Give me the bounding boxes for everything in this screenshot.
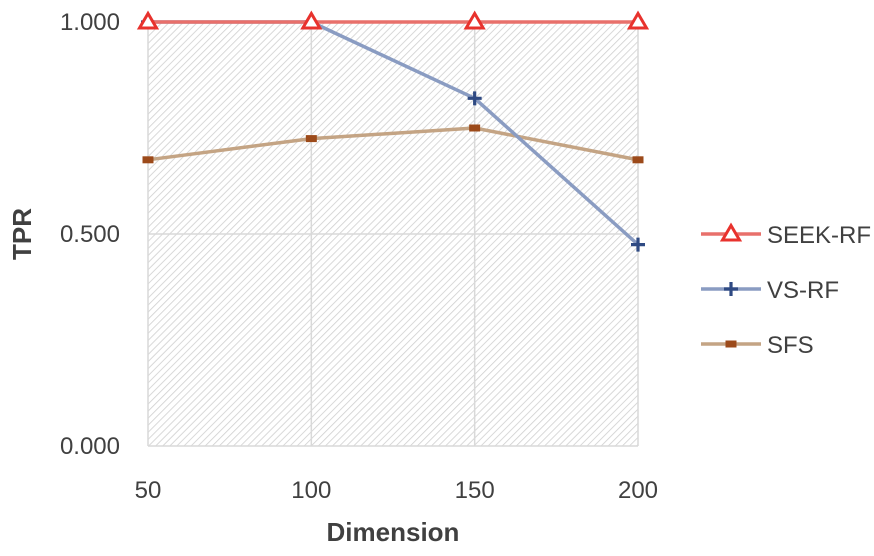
x-tick-label: 200 bbox=[618, 477, 658, 504]
legend-marker-triangle bbox=[719, 222, 743, 242]
data-point-vs-rf-200 bbox=[631, 237, 645, 252]
series-sfs bbox=[142, 124, 644, 164]
data-point-seek-rf-150 bbox=[463, 10, 486, 30]
legend-label: VS-RF bbox=[767, 277, 839, 304]
x-tick-label: 100 bbox=[291, 477, 331, 504]
y-tick-label: 1.000 bbox=[60, 9, 120, 36]
data-point-sfs-200 bbox=[632, 156, 644, 164]
y-tick-label: 0.500 bbox=[60, 221, 120, 248]
x-axis-title: Dimension bbox=[327, 517, 460, 547]
legend-item-vs-rf: VS-RF bbox=[701, 277, 839, 304]
y-tick-label: 0.000 bbox=[60, 433, 120, 460]
series-layer bbox=[136, 10, 650, 252]
tick-labels: 50 100 150 200 0.000 0.500 1.000 bbox=[60, 9, 658, 504]
data-point-seek-rf-100 bbox=[300, 10, 323, 30]
legend-item-sfs: SFS bbox=[701, 332, 814, 359]
data-point-vs-rf-150 bbox=[467, 91, 482, 106]
data-point-sfs-100 bbox=[305, 135, 317, 143]
legend-label: SEEK-RF bbox=[767, 222, 871, 249]
series-line-sfs bbox=[147, 126, 639, 162]
legend-marker-plus bbox=[724, 282, 738, 296]
data-point-seek-rf-50 bbox=[136, 10, 160, 30]
data-point-sfs-150 bbox=[469, 124, 481, 132]
legend-item-seek-rf: SEEK-RF bbox=[701, 222, 871, 249]
data-point-seek-rf-200 bbox=[626, 10, 650, 30]
y-axis-title: TPR bbox=[7, 208, 37, 260]
legend-marker-dash bbox=[725, 340, 737, 348]
legend: SEEK-RF VS-RF SFS bbox=[701, 222, 871, 359]
legend-label: SFS bbox=[767, 332, 814, 359]
series-seek-rf bbox=[136, 10, 650, 30]
data-point-sfs-50 bbox=[142, 156, 154, 164]
x-tick-label: 50 bbox=[135, 477, 162, 504]
x-tick-label: 150 bbox=[455, 477, 495, 504]
